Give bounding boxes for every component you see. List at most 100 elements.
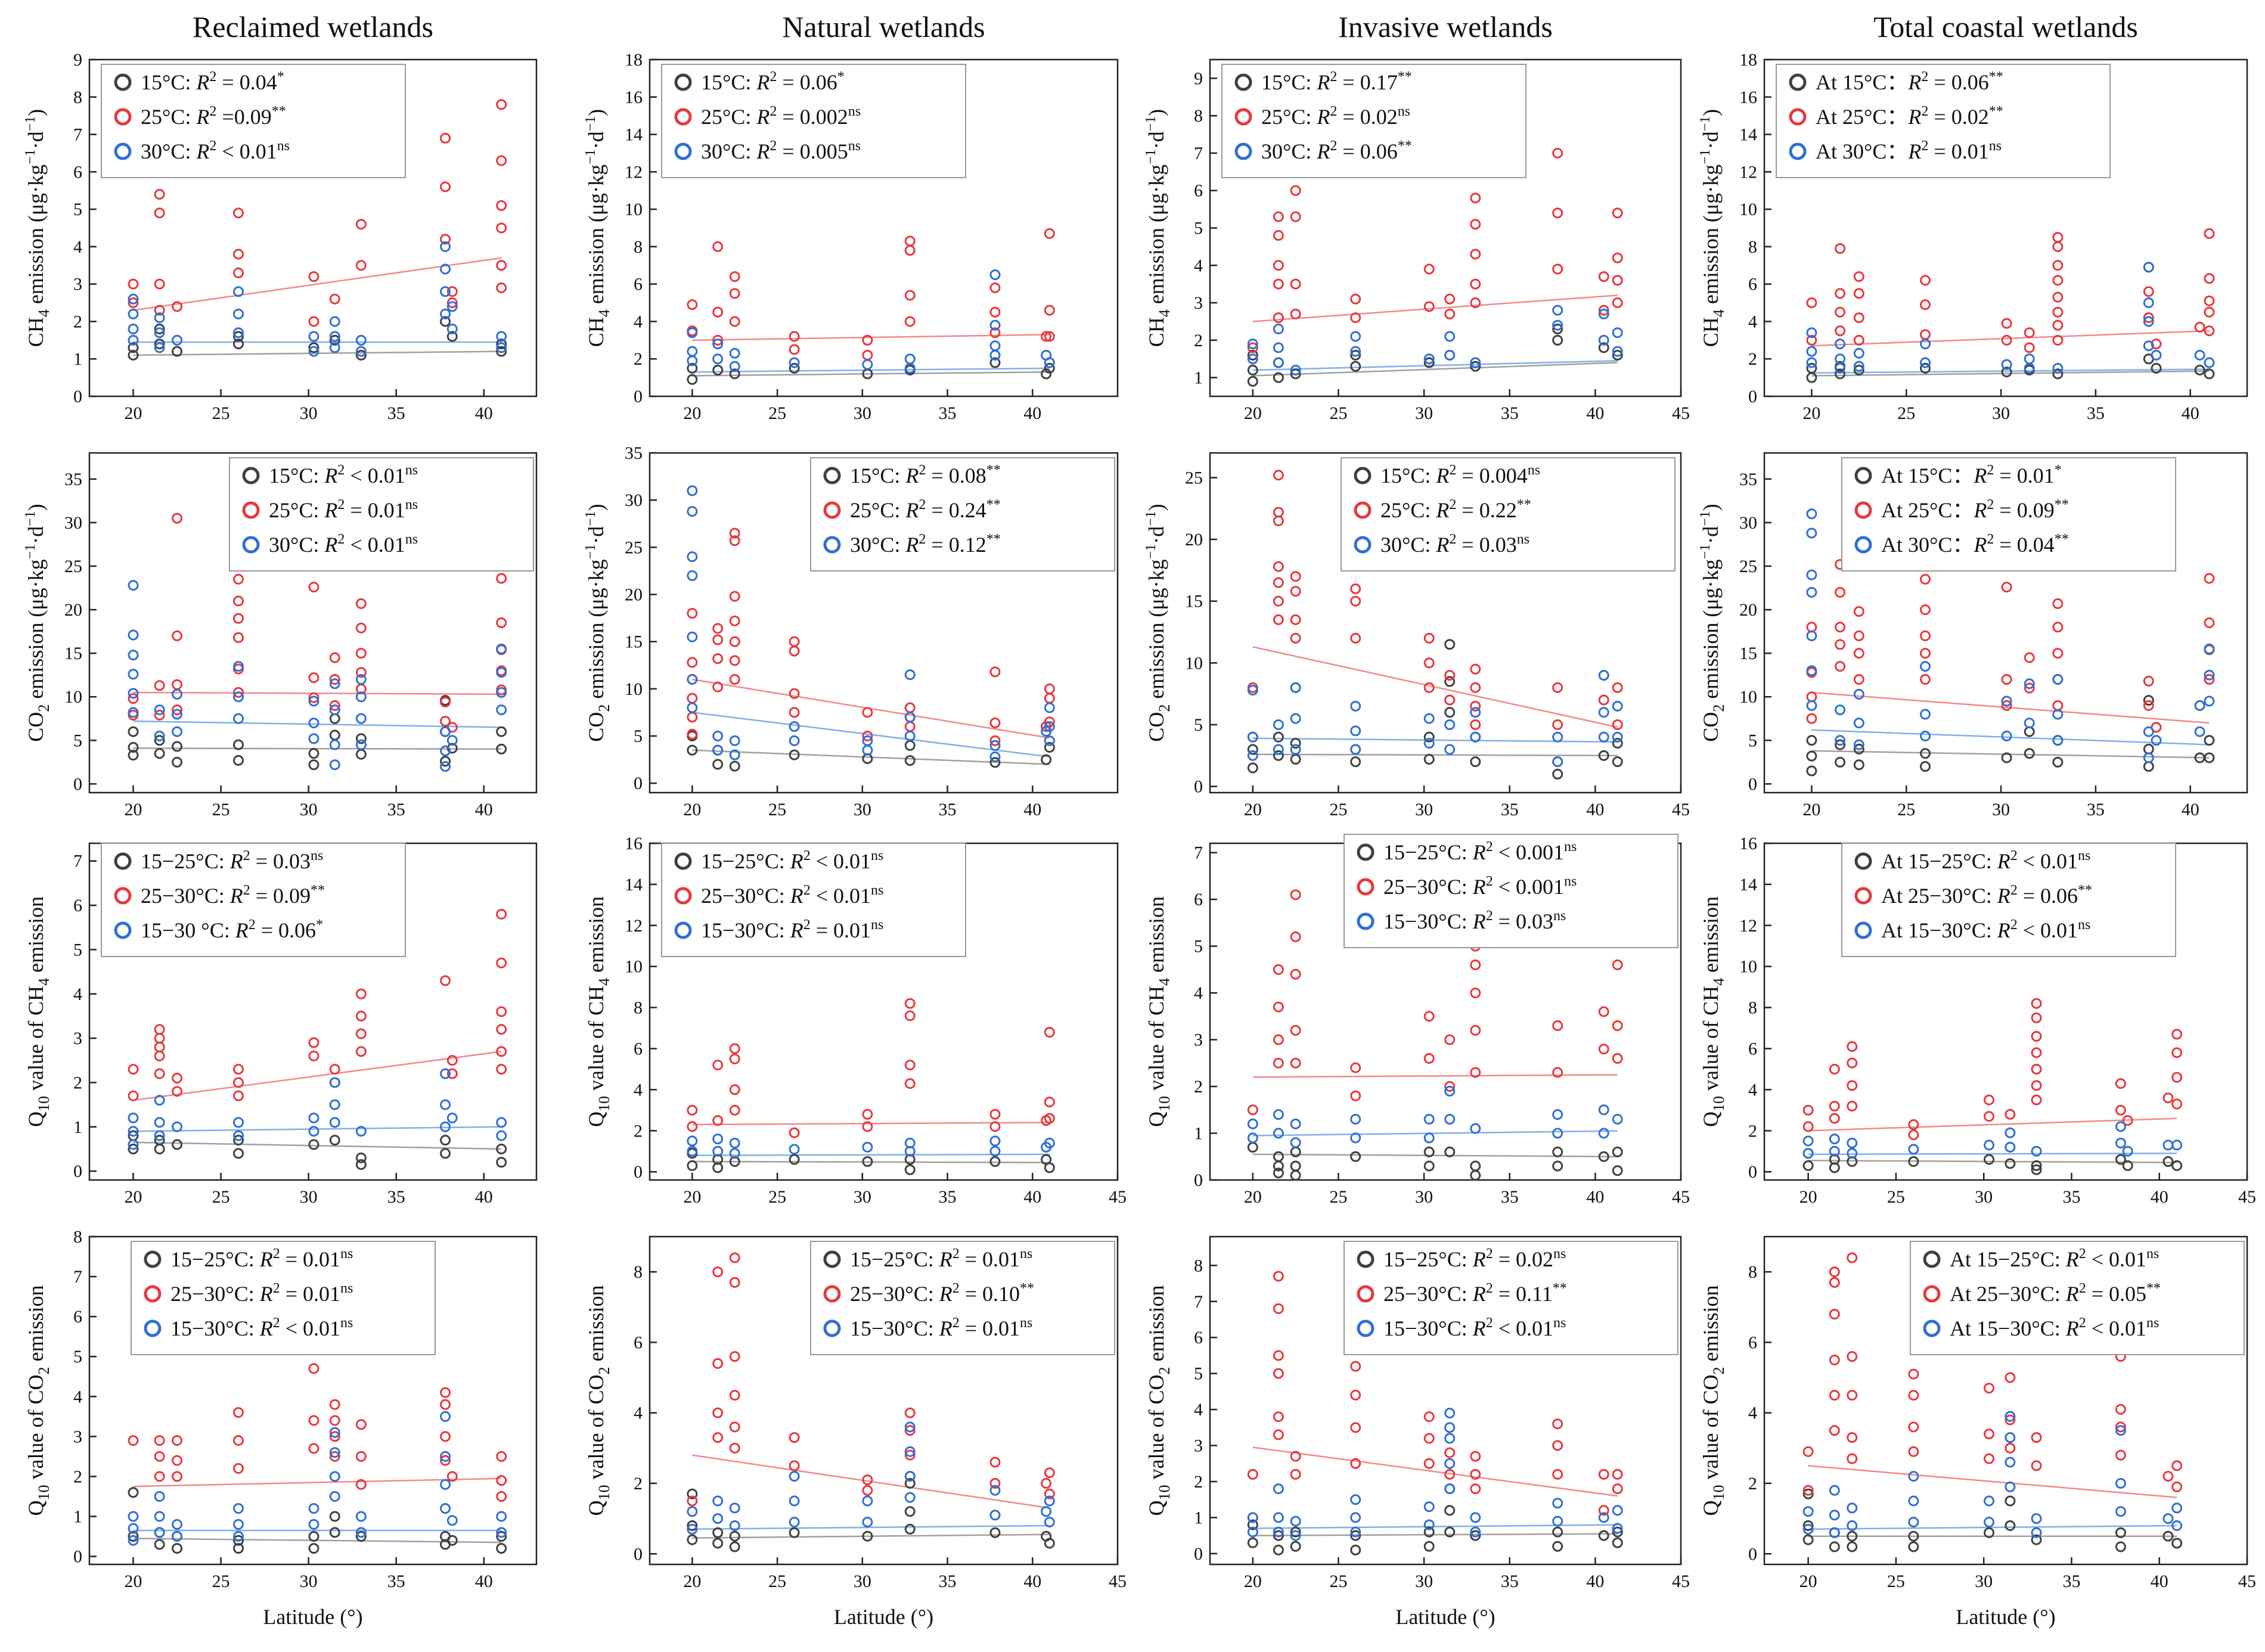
data-point	[1273, 1167, 1284, 1179]
data-point	[355, 691, 367, 703]
data-point	[1290, 308, 1301, 319]
data-point	[1444, 694, 1456, 706]
data-point	[1247, 1519, 1258, 1530]
data-point	[2115, 1425, 2126, 1436]
data-point	[1835, 735, 1846, 746]
y-tick-label: 6	[634, 1039, 643, 1059]
data-point	[1350, 312, 1361, 324]
data-point	[1350, 1389, 1361, 1401]
data-point	[989, 319, 1001, 331]
data-point	[329, 729, 340, 741]
data-point	[329, 316, 340, 327]
data-point	[2143, 340, 2154, 352]
legend-marker-2	[1357, 912, 1374, 930]
data-point	[1612, 1468, 1623, 1480]
legend-entry-2: 30°C: R2 = 0.03ns	[1380, 532, 1529, 557]
data-point	[172, 334, 183, 346]
legend-marker-0	[242, 467, 260, 485]
data-point	[172, 709, 183, 720]
data-point	[1350, 725, 1361, 737]
legend-box: 15−25°C: R2 = 0.03ns 25−30°C: R2 = 0.09**…	[101, 843, 406, 957]
data-point	[308, 759, 319, 771]
x-tick-label: 30	[854, 1572, 871, 1591]
data-point	[233, 1135, 244, 1146]
legend-entry-0: 15−25°C: R2 < 0.001ns	[1383, 839, 1577, 864]
data-point	[1552, 1128, 1563, 1139]
data-point	[308, 695, 319, 707]
data-point	[1273, 1429, 1284, 1440]
data-point	[1920, 731, 1931, 741]
data-point	[1470, 1530, 1481, 1541]
data-point	[128, 688, 139, 699]
data-point	[496, 908, 507, 920]
data-point	[233, 1463, 244, 1474]
x-tick-label: 45	[1109, 1187, 1127, 1207]
data-point	[1290, 368, 1301, 380]
data-point	[1044, 1517, 1055, 1528]
data-point	[446, 301, 458, 312]
data-point	[233, 739, 244, 750]
data-point	[154, 1068, 165, 1079]
x-tick-label: 30	[300, 1187, 318, 1207]
x-tick-label: 30	[1992, 403, 2010, 423]
data-point	[1612, 719, 1623, 730]
legend-entry-0: 15°C: R2 = 0.08**	[850, 462, 1001, 487]
data-point	[1470, 756, 1481, 768]
y-axis-label: CO2 emission (μg·kg−1·d−1)	[23, 504, 52, 741]
x-tick-label: 40	[475, 1572, 493, 1591]
data-point	[154, 1435, 165, 1446]
legend-marker-0	[1854, 852, 1872, 870]
data-point	[355, 219, 367, 230]
data-point	[1598, 694, 1609, 706]
data-point	[1612, 738, 1623, 749]
legend-entry-0: 15°C: R2 < 0.01ns	[269, 462, 418, 487]
data-point	[1044, 357, 1055, 368]
x-tick-label: 35	[387, 800, 405, 819]
x-tick-label: 25	[212, 1187, 230, 1207]
y-axis-label: Q10 value of CH4 emission	[24, 896, 52, 1127]
data-point	[862, 1474, 873, 1486]
data-point	[1552, 305, 1563, 316]
data-point	[1853, 648, 1864, 659]
data-point	[1835, 306, 1846, 318]
data-point	[1350, 1113, 1361, 1125]
legend-box: At 15−25°C: R2 < 0.01ns At 25−30°C: R2 = …	[1841, 843, 2176, 957]
data-point	[1802, 1104, 1814, 1116]
data-point	[904, 712, 916, 723]
data-point	[2001, 731, 2012, 741]
data-point	[1598, 305, 1609, 316]
data-point	[1273, 507, 1284, 518]
data-point	[989, 357, 1001, 368]
legend-marker-2	[1234, 142, 1252, 160]
data-point	[687, 712, 698, 723]
data-point	[2171, 1520, 2183, 1531]
data-point	[1806, 327, 1817, 339]
x-tick-label: 45	[1672, 1187, 1690, 1207]
data-point	[1444, 1113, 1456, 1125]
y-tick-label: 15	[64, 644, 82, 663]
y-tick-label: 1	[73, 349, 82, 369]
y-tick-label: 12	[1739, 162, 1757, 182]
data-point	[1552, 1440, 1563, 1451]
legend-frame	[1341, 457, 1676, 572]
y-tick-label: 8	[1748, 237, 1757, 257]
legend-entry-2: At 30°C：R2 = 0.01ns	[1816, 138, 2002, 163]
legend-marker-0	[1923, 1250, 1941, 1268]
y-tick-label: 0	[1748, 774, 1757, 794]
data-point	[1984, 1429, 1995, 1440]
data-point	[233, 1435, 244, 1446]
data-point	[2143, 312, 2154, 324]
data-point	[233, 595, 244, 607]
data-point	[496, 1117, 507, 1128]
data-point	[308, 1112, 319, 1123]
data-point	[2171, 1160, 2183, 1171]
data-point	[1920, 357, 1931, 368]
data-point	[789, 707, 800, 718]
y-tick-label: 3	[73, 1029, 82, 1048]
y-tick-label: 7	[1194, 144, 1203, 163]
legend-marker-1	[674, 108, 692, 126]
data-point	[1806, 569, 1817, 580]
legend-entry-0: 15°C: R2 = 0.004ns	[1380, 462, 1540, 487]
y-tick-label: 0	[73, 387, 82, 406]
data-point	[1044, 1467, 1055, 1479]
